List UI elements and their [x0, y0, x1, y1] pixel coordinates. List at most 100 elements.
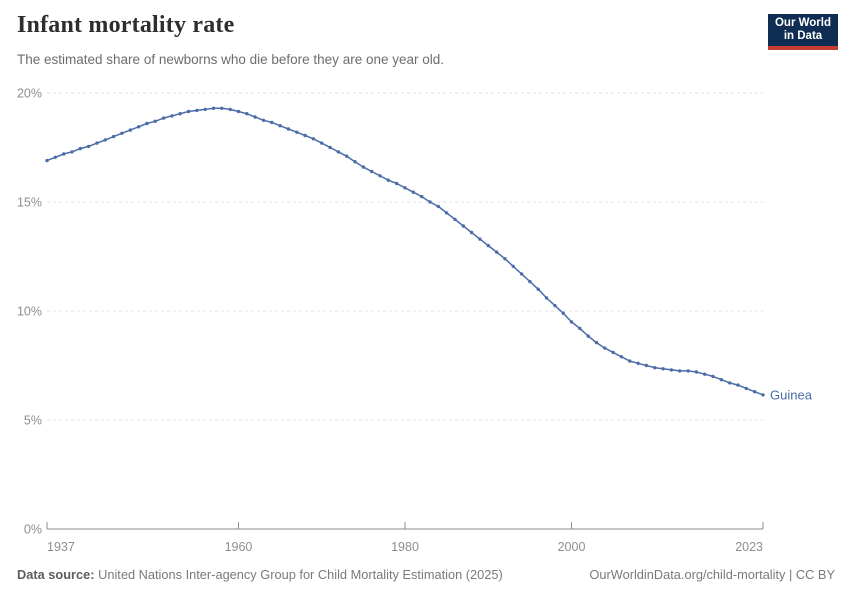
data-point[interactable]	[420, 194, 424, 199]
data-point[interactable]	[128, 128, 132, 132]
data-point[interactable]	[236, 109, 241, 114]
data-point[interactable]	[519, 272, 524, 276]
data-point[interactable]	[45, 158, 49, 163]
data-point[interactable]	[245, 112, 249, 116]
data-point[interactable]	[461, 224, 465, 228]
data-point[interactable]	[86, 144, 91, 149]
data-point[interactable]	[594, 340, 599, 345]
data-point[interactable]	[703, 372, 707, 376]
data-point[interactable]	[170, 114, 174, 118]
data-line-guinea[interactable]	[46, 107, 764, 396]
data-point[interactable]	[403, 186, 407, 190]
data-point[interactable]	[345, 154, 349, 158]
data-point[interactable]	[669, 368, 674, 372]
data-point[interactable]	[353, 160, 357, 164]
data-point[interactable]	[644, 363, 649, 368]
data-point[interactable]	[320, 141, 324, 145]
data-point[interactable]	[469, 230, 474, 235]
data-point[interactable]	[528, 279, 532, 284]
data-point[interactable]	[536, 287, 540, 291]
data-point[interactable]	[611, 350, 615, 355]
data-point[interactable]	[161, 116, 166, 120]
data-point[interactable]	[553, 303, 557, 308]
data-point[interactable]	[303, 133, 307, 138]
data-point[interactable]	[311, 137, 316, 141]
data-point[interactable]	[211, 106, 216, 111]
data-point[interactable]	[719, 378, 724, 382]
data-point[interactable]	[153, 119, 157, 124]
data-source-note: Data source: United Nations Inter-agency…	[17, 567, 503, 582]
data-point[interactable]	[761, 393, 765, 397]
data-point[interactable]	[728, 381, 732, 385]
data-point[interactable]	[494, 250, 499, 254]
x-tick-label: 2000	[558, 540, 586, 554]
data-point[interactable]	[478, 237, 482, 241]
x-tick-label: 2023	[735, 540, 763, 554]
data-point[interactable]	[295, 130, 299, 134]
data-point[interactable]	[103, 138, 108, 142]
data-point[interactable]	[569, 320, 574, 324]
data-point[interactable]	[261, 118, 266, 123]
data-point[interactable]	[386, 178, 390, 182]
data-point[interactable]	[328, 145, 332, 150]
data-point[interactable]	[619, 355, 624, 359]
owid-logo-line1: Our World	[774, 17, 831, 29]
data-point[interactable]	[278, 124, 282, 128]
data-point[interactable]	[111, 134, 116, 139]
y-tick-label: 5%	[24, 414, 42, 428]
data-point[interactable]	[361, 165, 366, 169]
x-tick-label: 1937	[47, 540, 75, 554]
data-point[interactable]	[744, 386, 748, 391]
data-point[interactable]	[70, 150, 74, 154]
data-point[interactable]	[370, 169, 374, 174]
data-point[interactable]	[186, 109, 191, 114]
data-point[interactable]	[678, 369, 682, 373]
data-point[interactable]	[178, 112, 182, 116]
data-point[interactable]	[436, 204, 440, 209]
data-point[interactable]	[453, 217, 457, 222]
data-point[interactable]	[220, 106, 224, 111]
data-point[interactable]	[53, 155, 57, 159]
data-point[interactable]	[286, 127, 291, 131]
series-label-guinea[interactable]: Guinea	[770, 387, 813, 402]
data-point[interactable]	[336, 150, 341, 154]
data-point[interactable]	[661, 367, 665, 371]
y-tick-label: 0%	[24, 523, 42, 537]
data-point[interactable]	[195, 108, 199, 113]
data-point[interactable]	[503, 257, 507, 261]
data-point[interactable]	[120, 131, 124, 135]
data-point[interactable]	[561, 311, 565, 315]
data-point[interactable]	[136, 125, 141, 129]
data-point[interactable]	[586, 334, 590, 338]
data-point[interactable]	[203, 107, 207, 112]
data-point[interactable]	[378, 174, 382, 178]
data-point[interactable]	[578, 326, 582, 331]
data-point[interactable]	[628, 359, 632, 363]
data-point[interactable]	[95, 141, 99, 145]
owid-logo-line2: in Data	[783, 30, 823, 42]
owid-logo[interactable]: Our World in Data	[768, 14, 838, 50]
data-point[interactable]	[270, 120, 274, 125]
data-point[interactable]	[411, 190, 415, 194]
data-point[interactable]	[603, 346, 607, 350]
data-point[interactable]	[711, 374, 715, 379]
data-point[interactable]	[694, 370, 699, 374]
data-point[interactable]	[544, 296, 549, 300]
data-point[interactable]	[753, 390, 757, 394]
data-point[interactable]	[511, 264, 515, 268]
data-point[interactable]	[62, 152, 66, 156]
data-point[interactable]	[428, 200, 432, 204]
chart-subtitle: The estimated share of newborns who die …	[17, 52, 445, 67]
data-point[interactable]	[145, 121, 149, 126]
data-point[interactable]	[78, 146, 83, 151]
data-point[interactable]	[653, 366, 657, 370]
data-point[interactable]	[736, 383, 740, 387]
data-point[interactable]	[686, 369, 690, 373]
data-point[interactable]	[636, 361, 640, 365]
data-point[interactable]	[253, 115, 257, 119]
data-point[interactable]	[444, 211, 449, 215]
data-point[interactable]	[486, 243, 490, 248]
data-point[interactable]	[395, 181, 399, 186]
data-point[interactable]	[228, 107, 232, 112]
footer-link[interactable]: OurWorldinData.org/child-mortality | CC …	[589, 567, 835, 582]
